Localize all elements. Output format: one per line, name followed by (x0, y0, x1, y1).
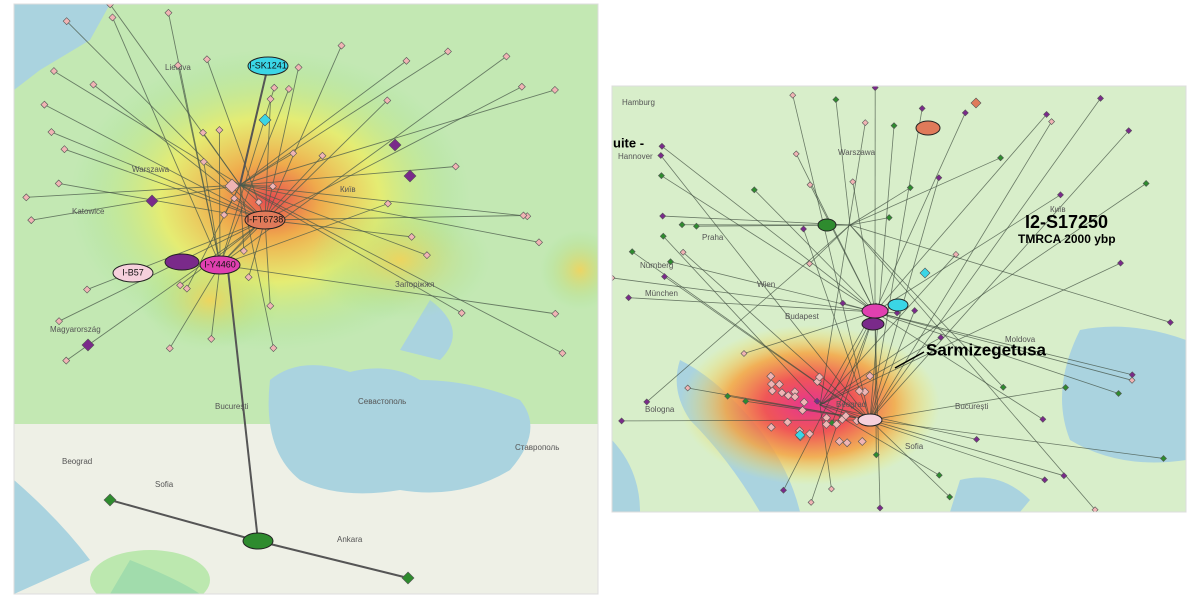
haplogroup-node (862, 318, 884, 330)
place-label: München (645, 289, 678, 298)
tmrca-label: TMRCA 2000 ybp (1018, 232, 1116, 246)
place-label: Bologna (645, 405, 675, 414)
place-label: București (955, 402, 989, 411)
place-label: Hamburg (622, 98, 655, 107)
place-label: Magyarország (50, 325, 101, 334)
place-label: Beograd (836, 400, 866, 409)
place-label: Sofia (905, 442, 924, 451)
place-label: Praha (702, 233, 724, 242)
place-label: Севастополь (358, 397, 406, 406)
heatmap (680, 325, 940, 485)
heatmap (540, 230, 620, 310)
annotation: Sarmizegetusa (926, 340, 1047, 359)
haplogroup-label: I-Y4460 (204, 259, 236, 269)
place-label: Warszawa (132, 165, 170, 174)
place-label: Ставрополь (515, 443, 559, 452)
haplogroup-label: I-B57 (122, 267, 144, 277)
haplogroup-node (818, 219, 836, 231)
left-map: LietuvaWarszawaKatowiceКиївMagyarországB… (14, 1, 620, 604)
haplogroup-node (858, 414, 882, 426)
place-label: Ankara (337, 535, 363, 544)
place-label: Sofia (155, 480, 174, 489)
haplogroup-label: I-FT6738 (247, 214, 284, 224)
haplogroup-label: I-SK1241 (249, 60, 287, 70)
haplogroup-node (243, 533, 273, 549)
place-label: Київ (340, 185, 356, 194)
haplogroup-node (916, 121, 940, 135)
place-label: Beograd (62, 457, 92, 466)
place-label: București (215, 402, 249, 411)
migration-line (219, 130, 220, 265)
haplogroup-node (165, 254, 199, 270)
place-label: Warszawa (838, 148, 876, 157)
haplogroup-title: I2-S17250 (1025, 212, 1108, 232)
place-label: Katowice (72, 207, 105, 216)
place-label: Wien (757, 280, 775, 289)
place-label: Hannover (618, 152, 653, 161)
haplogroup-node (862, 304, 888, 318)
cut-label: uite - (613, 135, 644, 150)
place-label: Запоріжжя (395, 280, 434, 289)
haplogroup-node (888, 299, 908, 311)
black-sea (1062, 327, 1186, 463)
place-label: Budapest (785, 312, 820, 321)
